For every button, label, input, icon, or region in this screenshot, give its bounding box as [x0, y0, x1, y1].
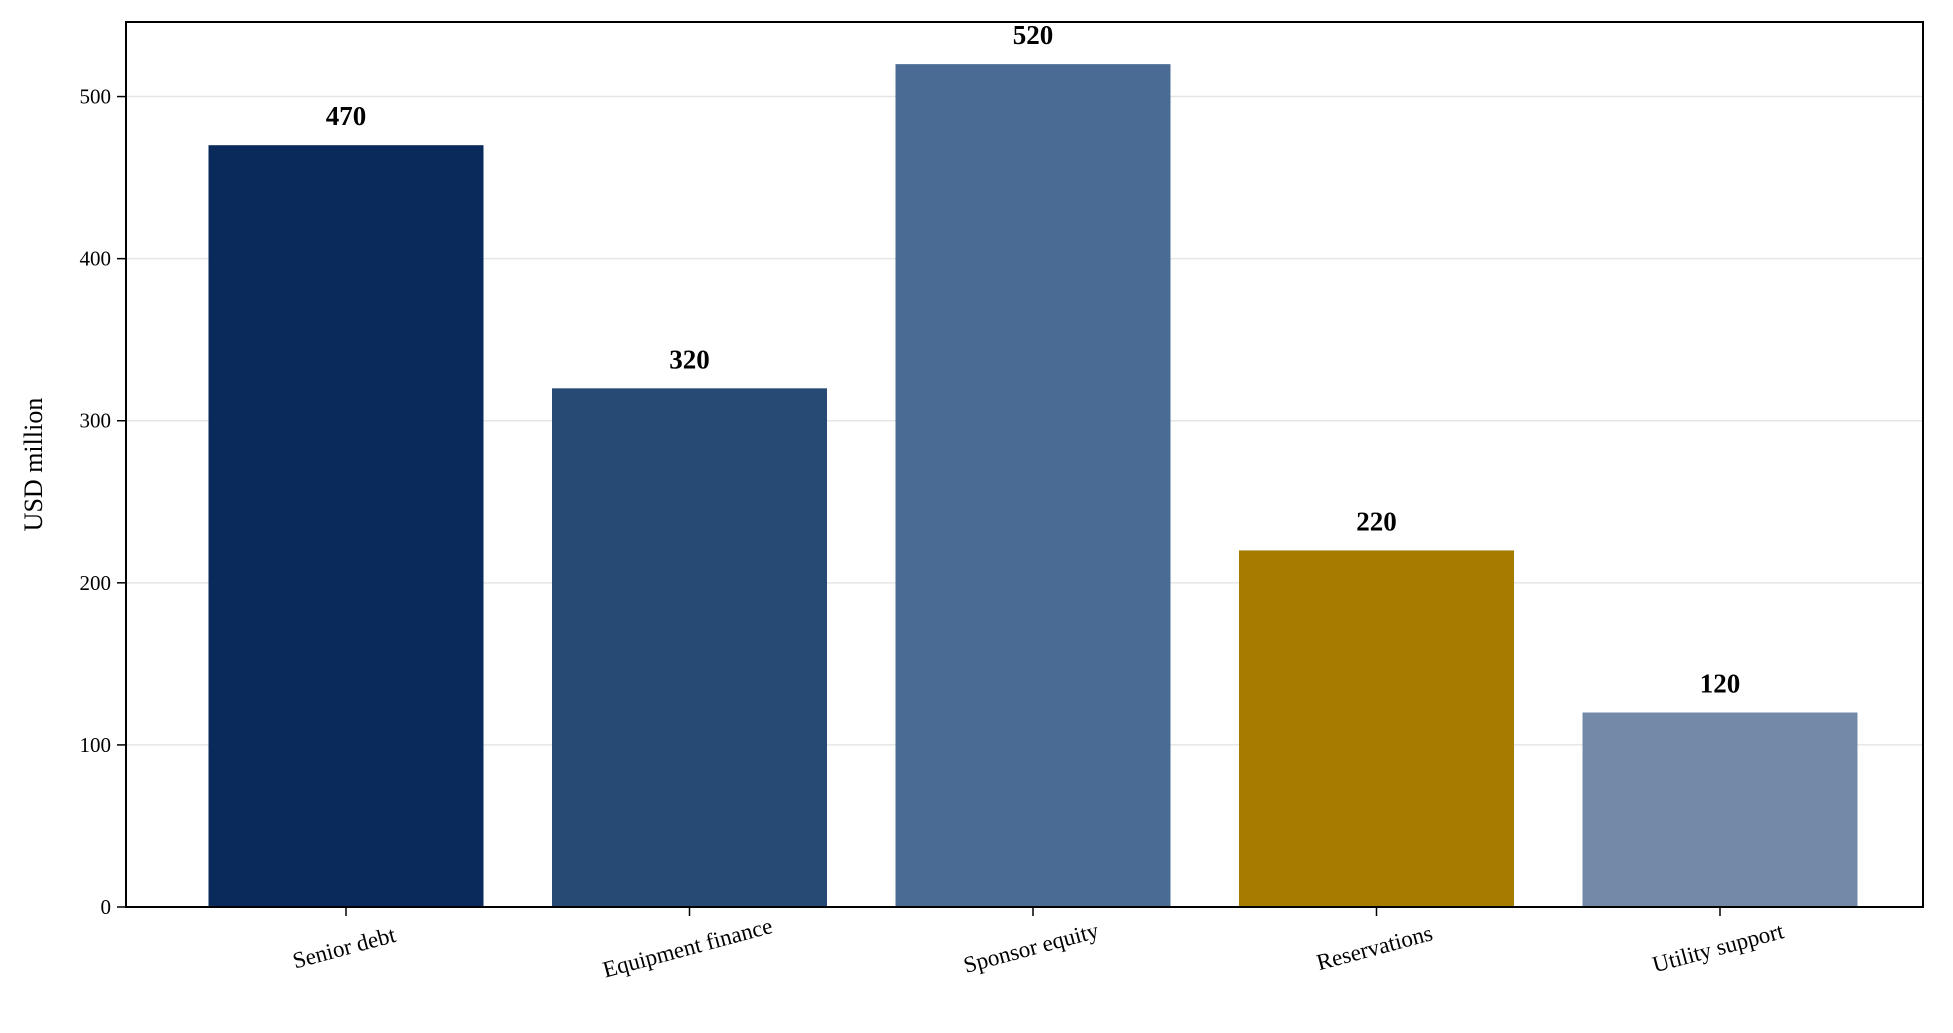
data-labels: 470 320 520 220 120: [326, 20, 1741, 698]
x-tick-label: Senior debt: [290, 922, 399, 974]
bars: [208, 64, 1858, 907]
x-tick-label: Equipment finance: [600, 913, 775, 982]
plot-frame: [125, 21, 1924, 908]
y-tick-label: 0: [101, 895, 112, 919]
data-label: 520: [1013, 20, 1054, 50]
y-tick-label: 300: [80, 409, 112, 433]
y-tick-label: 100: [80, 733, 112, 757]
y-tick-label: 400: [80, 247, 112, 271]
x-tick-label: Utility support: [1650, 918, 1787, 977]
x-tick-label: Sponsor equity: [961, 918, 1102, 978]
bar: [1239, 550, 1514, 907]
data-label: 220: [1356, 506, 1397, 536]
bar: [552, 388, 827, 907]
data-label: 120: [1700, 668, 1741, 698]
data-label: 320: [669, 344, 710, 374]
y-tick-label: 200: [80, 571, 112, 595]
data-label: 470: [326, 101, 367, 131]
bar: [208, 145, 484, 907]
y-tick-label: 500: [80, 85, 112, 109]
bar: [1582, 712, 1858, 907]
y-axis-title: USD million: [19, 398, 48, 532]
bar: [895, 64, 1171, 907]
x-tick-label: Reservations: [1314, 920, 1435, 975]
